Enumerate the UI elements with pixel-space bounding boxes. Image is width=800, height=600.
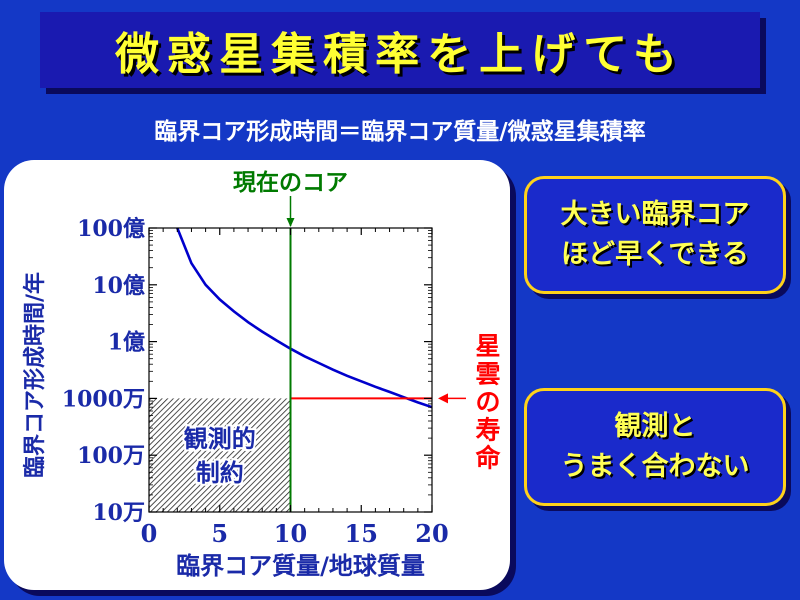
nebula-lifetime-label-char: 雲	[475, 359, 500, 388]
nebula-lifetime-label-char: 寿	[475, 415, 500, 444]
x-tick-label: 15	[345, 519, 378, 548]
nebula-lifetime-label-char: 命	[475, 443, 501, 472]
subtitle-formula: 臨界コア形成時間＝臨界コア質量/微惑星集積率	[154, 119, 646, 145]
y-tick-label: 10万	[92, 500, 145, 526]
y-tick-label: 1億	[108, 330, 145, 356]
x-axis-title: 臨界コア質量/地球質量	[176, 552, 425, 580]
callout-1-line-1: 大きい臨界コア	[560, 199, 750, 230]
hatched-region	[149, 398, 291, 512]
y-axis-title: 臨界コア形成時間/年	[22, 272, 48, 478]
current-core-label: 現在のコア	[233, 169, 348, 196]
callout-mismatch-observation: 観測と うまく合わない	[524, 388, 786, 506]
y-tick-label: 100億	[77, 216, 145, 242]
slide-title: 微惑星集積率を上げても	[115, 29, 685, 80]
y-tick-label: 100万	[77, 443, 145, 469]
x-tick-label: 5	[211, 519, 228, 548]
nebula-lifetime-label-char: 星	[475, 331, 500, 360]
y-tick-label: 10億	[92, 273, 145, 299]
current-core-arrow-head	[286, 218, 295, 227]
nebula-lifetime-arrow-head	[438, 393, 448, 404]
x-tick-label: 0	[141, 519, 158, 548]
title-bar: 微惑星集積率を上げても	[40, 12, 760, 88]
callout-1-line-2: ほど早くできる	[561, 239, 749, 270]
nebula-lifetime-label-char: の	[475, 387, 500, 416]
x-tick-label: 10	[274, 519, 307, 548]
callout-larger-core-faster: 大きい臨界コア ほど早くできる	[524, 176, 786, 294]
callout-2-line-1: 観測と	[614, 411, 696, 442]
x-tick-label: 20	[415, 519, 448, 548]
chart-panel: 観測的制約 星雲の寿命 現在のコア 0 5 10 15 20 10万 100万 1000万 1億 10億…	[4, 160, 510, 590]
hatched-region-label-line-2: 制約	[196, 459, 244, 487]
callout-2-line-2: うまく合わない	[560, 451, 750, 482]
hatched-region-label-line-1: 観測的	[184, 425, 256, 453]
y-tick-label: 1000万	[62, 386, 145, 412]
formation-time-curve	[176, 227, 433, 409]
